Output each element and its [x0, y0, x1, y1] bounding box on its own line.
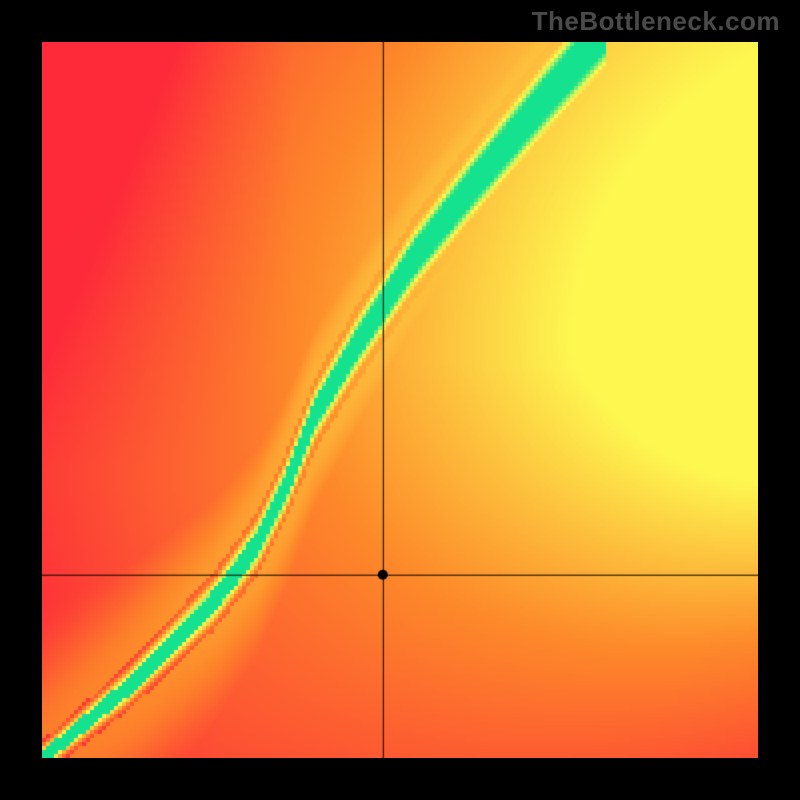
chart-container: TheBottleneck.com [0, 0, 800, 800]
heatmap-plot [42, 42, 758, 758]
heatmap-canvas [42, 42, 758, 758]
watermark-text: TheBottleneck.com [532, 6, 780, 37]
